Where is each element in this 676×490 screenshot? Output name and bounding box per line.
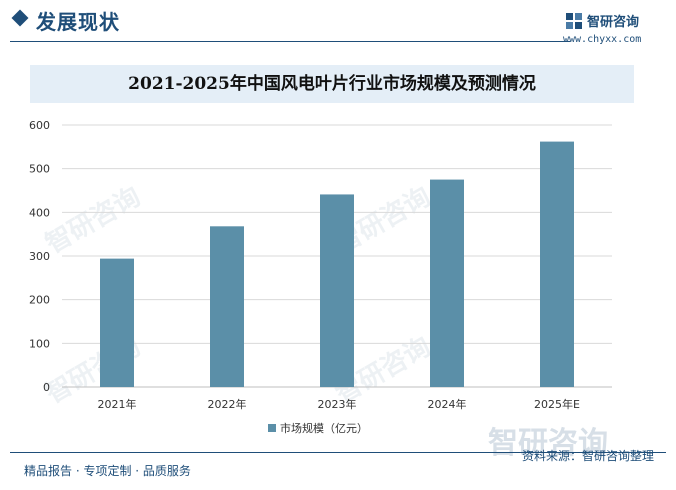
- bar: [210, 226, 244, 387]
- brand-logo-icon: [566, 13, 582, 29]
- footer-divider: [10, 452, 666, 453]
- title-band: [30, 65, 634, 103]
- bar: [100, 258, 134, 387]
- y-tick-label: 400: [29, 206, 50, 219]
- bar: [540, 141, 574, 387]
- source-note: 资料来源：智研咨询整理: [522, 449, 655, 463]
- footer-tagline: 精品报告 · 专项定制 · 品质服务: [24, 464, 191, 478]
- y-tick-label: 0: [43, 381, 50, 394]
- x-tick-label: 2022年: [208, 397, 247, 411]
- x-tick-label: 2024年: [428, 397, 467, 411]
- legend-label: 市场规模（亿元）: [280, 421, 368, 435]
- x-tick-label: 2025年E: [534, 397, 580, 411]
- chart-title: 2021-2025年中国风电叶片行业市场规模及预测情况: [128, 74, 536, 94]
- page-header: 发展现状 智研咨询 www.chyxx.com: [0, 0, 676, 48]
- brand-url: www.chyxx.com: [563, 34, 642, 45]
- bar: [320, 194, 354, 387]
- brand-name: 智研咨询: [587, 15, 640, 30]
- y-tick-label: 100: [29, 337, 50, 350]
- section-title: 发展现状: [36, 10, 120, 34]
- y-tick-label: 200: [29, 294, 50, 307]
- x-tick-label: 2021年: [98, 397, 137, 411]
- header-divider: [10, 41, 570, 42]
- bar: [430, 179, 464, 387]
- y-tick-label: 300: [29, 250, 50, 263]
- y-tick-label: 500: [29, 163, 50, 176]
- legend-swatch: [268, 424, 276, 432]
- x-tick-label: 2023年: [318, 397, 357, 411]
- y-tick-label: 600: [29, 119, 50, 132]
